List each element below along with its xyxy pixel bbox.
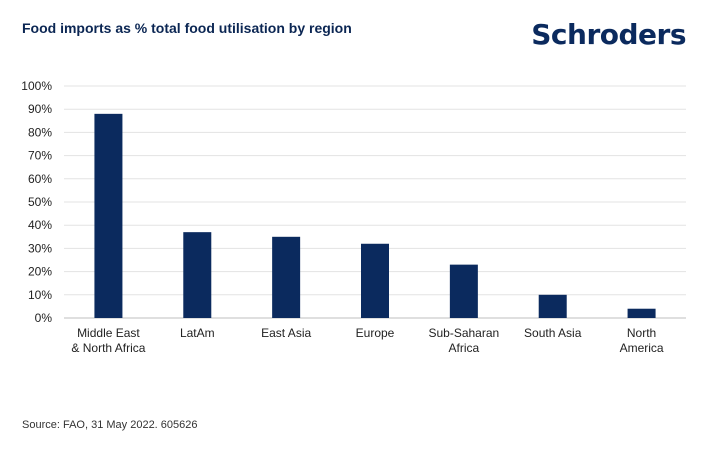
- y-tick-label: 40%: [28, 218, 52, 232]
- source-note: Source: FAO, 31 May 2022. 605626: [22, 419, 198, 431]
- y-tick-label: 100%: [21, 79, 52, 93]
- bar: [361, 243, 389, 318]
- y-tick-label: 10%: [28, 288, 52, 302]
- y-tick-label: 0%: [35, 311, 53, 325]
- x-category-label: America: [620, 341, 664, 355]
- x-category-label: LatAm: [180, 326, 215, 340]
- y-tick-label: 80%: [28, 125, 52, 139]
- x-category-label: Africa: [449, 341, 480, 355]
- chart-title: Food imports as % total food utilisation…: [22, 20, 352, 36]
- y-tick-label: 70%: [28, 149, 52, 163]
- x-category-label: North: [627, 326, 656, 340]
- x-category-label: East Asia: [261, 326, 311, 340]
- bar: [538, 294, 567, 318]
- y-tick-label: 60%: [28, 172, 52, 186]
- y-tick-label: 20%: [28, 265, 52, 279]
- x-category-label: Middle East: [77, 326, 140, 340]
- y-tick-label: 50%: [28, 195, 52, 209]
- x-category-label: South Asia: [524, 326, 582, 340]
- bar: [627, 308, 656, 318]
- bar: [183, 232, 212, 318]
- x-category-label: Sub-Saharan: [428, 326, 499, 340]
- y-tick-label: 30%: [28, 241, 52, 255]
- x-category-label: Europe: [356, 326, 395, 340]
- schroders-logo: Schroders: [531, 18, 686, 51]
- x-category-label: & North Africa: [71, 341, 145, 355]
- y-tick-label: 90%: [28, 102, 52, 116]
- bar: [272, 236, 301, 318]
- bar: [449, 264, 478, 318]
- bar: [94, 113, 123, 318]
